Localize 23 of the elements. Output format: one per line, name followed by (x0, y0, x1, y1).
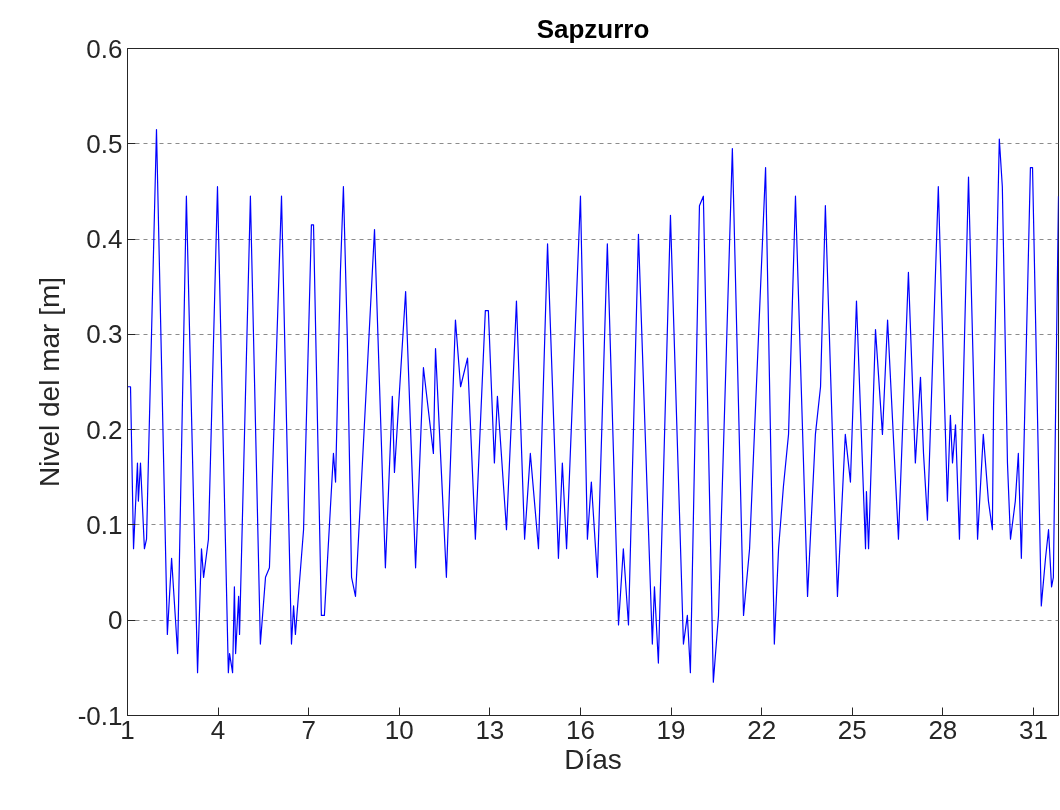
x-tick-label: 1 (120, 714, 135, 745)
y-tick-label: 0.4 (86, 224, 123, 255)
x-tick-label: 31 (1018, 714, 1048, 745)
y-axis-title: Nivel del mar [m] (33, 276, 65, 488)
x-tick-label: 13 (475, 714, 505, 745)
x-tick-label: 19 (656, 714, 686, 745)
y-tick-label: 0.2 (86, 414, 123, 445)
x-tick-label: 7 (301, 714, 316, 745)
x-tick-label: 25 (837, 714, 867, 745)
x-tick-label: 28 (928, 714, 958, 745)
x-tick-label: 16 (566, 714, 595, 745)
x-axis-title: Días (564, 743, 622, 775)
y-tick-label: 0 (108, 605, 123, 636)
chart-title: Sapzurro (536, 13, 650, 44)
line-series (127, 128, 1059, 683)
y-tick-label: 0.1 (86, 509, 123, 540)
y-tick-label: -0.1 (77, 700, 123, 731)
y-tick-label: 0.5 (86, 128, 123, 159)
x-tick-label: 22 (747, 714, 777, 745)
x-tick-label: 4 (210, 714, 226, 745)
y-tick-label: 0.3 (86, 319, 123, 350)
y-tick-label: 0.6 (86, 33, 123, 64)
x-tick-label: 10 (384, 714, 414, 745)
